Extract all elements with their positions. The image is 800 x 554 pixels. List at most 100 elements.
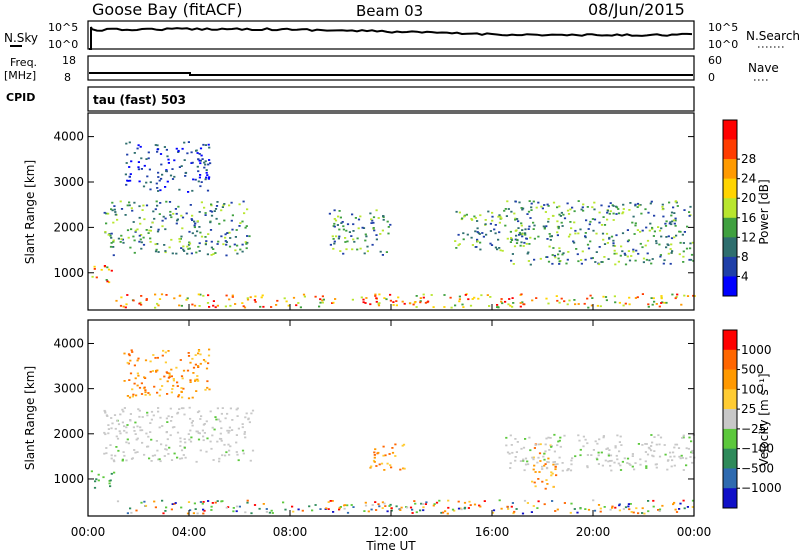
echo-cell bbox=[144, 389, 147, 392]
echo-cell bbox=[125, 431, 128, 434]
echo-cell bbox=[131, 209, 134, 212]
echo-cell bbox=[161, 354, 164, 357]
echo-cell bbox=[207, 294, 210, 297]
echo-cell bbox=[119, 432, 122, 435]
echo-cell bbox=[206, 189, 210, 192]
echo-cell bbox=[155, 248, 158, 251]
echo-cell bbox=[140, 501, 143, 504]
echo-cell bbox=[122, 410, 125, 413]
echo-cell bbox=[556, 508, 559, 511]
echo-cell bbox=[147, 232, 150, 234]
echo-cell bbox=[150, 460, 153, 462]
echo-cell bbox=[351, 213, 354, 216]
echo-cell bbox=[653, 214, 656, 217]
echo-cell bbox=[331, 235, 334, 238]
echo-cell bbox=[689, 205, 692, 208]
echo-cell bbox=[135, 394, 138, 397]
echo-cell bbox=[636, 206, 639, 208]
echo-cell bbox=[208, 306, 211, 308]
echo-cell bbox=[186, 252, 189, 255]
echo-cell bbox=[109, 485, 112, 488]
echo-cell bbox=[97, 479, 100, 482]
echo-cell bbox=[419, 509, 422, 512]
echo-cell bbox=[241, 250, 244, 253]
echo-cell bbox=[116, 218, 119, 221]
y-tick-label: 1000 bbox=[53, 472, 84, 486]
echo-cell bbox=[538, 452, 542, 455]
echo-cell bbox=[157, 458, 160, 461]
echo-cell bbox=[628, 259, 632, 262]
echo-cell bbox=[469, 304, 473, 307]
echo-cell bbox=[673, 501, 676, 504]
echo-cell bbox=[682, 436, 685, 439]
echo-cell bbox=[485, 233, 488, 236]
echo-cell bbox=[523, 499, 527, 502]
echo-cell bbox=[364, 233, 367, 236]
echo-cell bbox=[422, 506, 425, 509]
echo-cell bbox=[110, 457, 113, 460]
echo-cell bbox=[587, 247, 591, 250]
echo-cell bbox=[609, 202, 612, 204]
echo-cell bbox=[210, 509, 213, 511]
echo-cell bbox=[204, 178, 207, 181]
echo-cell bbox=[352, 230, 355, 232]
echo-cell bbox=[333, 240, 336, 243]
echo-cell bbox=[182, 407, 185, 410]
echo-cell bbox=[223, 443, 226, 446]
echo-cell bbox=[285, 300, 288, 303]
echo-cell bbox=[112, 239, 115, 242]
echo-cell bbox=[142, 243, 146, 246]
velocity-y-label: Slant Range [km] bbox=[23, 366, 37, 470]
echo-cell bbox=[224, 305, 227, 308]
echo-cell bbox=[533, 258, 536, 261]
echo-cell bbox=[270, 306, 273, 308]
echo-cell bbox=[378, 463, 381, 466]
echo-cell bbox=[109, 234, 112, 237]
echo-cell bbox=[511, 502, 514, 504]
echo-cell bbox=[592, 499, 595, 502]
echo-cell bbox=[125, 142, 128, 145]
echo-cell bbox=[134, 433, 137, 435]
echo-cell bbox=[606, 447, 609, 450]
velocity-plot-frame bbox=[87, 319, 695, 517]
echo-cell bbox=[627, 505, 630, 508]
echo-cell bbox=[615, 234, 618, 237]
echo-cell bbox=[188, 438, 191, 441]
echo-cell bbox=[544, 450, 547, 453]
echo-cell bbox=[373, 456, 376, 459]
echo-cell bbox=[641, 444, 644, 446]
echo-cell bbox=[629, 503, 632, 505]
echo-cell bbox=[110, 472, 113, 475]
echo-cell bbox=[182, 245, 185, 248]
echo-cell bbox=[674, 508, 677, 511]
echo-cell bbox=[177, 395, 180, 398]
echo-cell bbox=[170, 216, 173, 219]
echo-cell bbox=[169, 210, 172, 213]
echo-cell bbox=[224, 417, 227, 420]
echo-cell bbox=[166, 380, 169, 383]
echo-cell bbox=[111, 209, 114, 212]
echo-cell bbox=[554, 463, 557, 466]
echo-cell bbox=[628, 296, 631, 299]
echo-cell bbox=[158, 394, 161, 397]
echo-cell bbox=[592, 449, 595, 451]
echo-cell bbox=[229, 445, 232, 448]
echo-cell bbox=[151, 454, 154, 457]
echo-cell bbox=[567, 235, 571, 238]
echo-cell bbox=[558, 250, 561, 253]
colorbar-tick-label: 16 bbox=[741, 211, 756, 225]
echo-cell bbox=[234, 249, 237, 252]
echo-cell bbox=[110, 242, 113, 244]
echo-cell bbox=[243, 433, 246, 435]
echo-cell bbox=[210, 203, 213, 206]
echo-cell bbox=[126, 361, 129, 364]
echo-cell bbox=[198, 410, 201, 413]
freq-unit-label: [MHz] bbox=[4, 69, 36, 82]
echo-cell bbox=[530, 206, 533, 209]
echo-cell bbox=[210, 505, 213, 508]
echo-cell bbox=[205, 450, 208, 453]
echo-cell bbox=[602, 295, 605, 298]
echo-cell bbox=[556, 299, 559, 302]
echo-cell bbox=[657, 226, 660, 228]
